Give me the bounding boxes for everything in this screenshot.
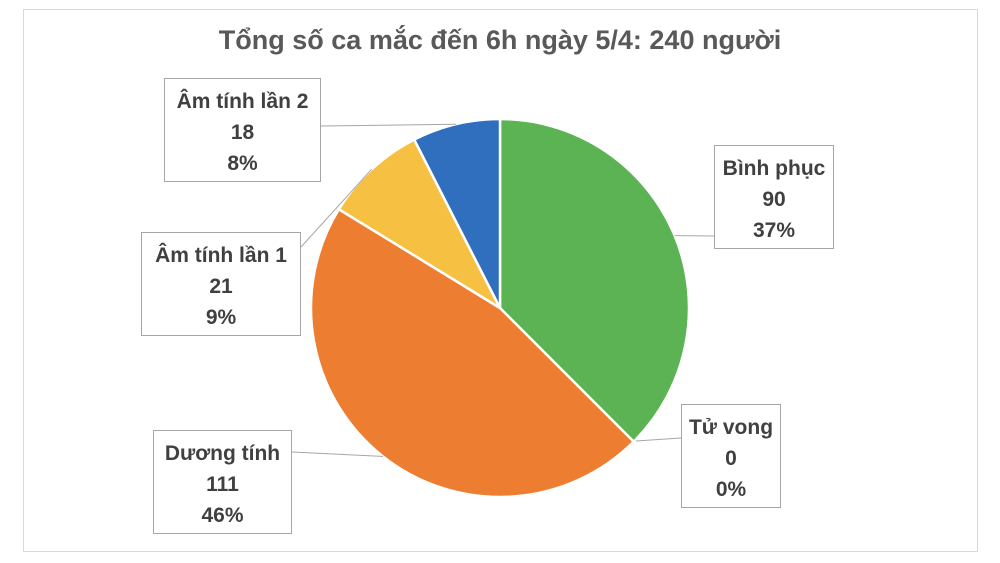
callout-label: Dương tính <box>164 442 281 465</box>
callout-am-tinh-lan-2: Âm tính lần 2 18 8% <box>164 78 321 182</box>
callout-label: Âm tính lần 2 <box>176 90 309 113</box>
callout-value: 21 <box>209 275 233 298</box>
callout-label: Tử vong <box>688 416 774 439</box>
chart-title: Tổng số ca mắc đến 6h ngày 5/4: 240 ngườ… <box>218 25 782 55</box>
leader-line-duong-tinh <box>291 451 384 457</box>
callout-tu-vong: Tử vong 0 0% <box>681 404 781 508</box>
leader-line-am-tinh-lan-1 <box>300 168 373 248</box>
pie-slice-am-tinh-lan-2 <box>412 117 502 310</box>
callout-percent: 8% <box>227 152 258 175</box>
callout-percent: 0% <box>715 478 747 501</box>
leader-line-tu-vong <box>635 437 682 442</box>
callout-value: 18 <box>230 121 255 144</box>
callout-label: Bình phục <box>722 157 826 180</box>
pie-slice-duong-tinh <box>309 207 635 499</box>
callout-label: Âm tính lần 1 <box>155 244 287 267</box>
callout-am-tinh-lan-1: Âm tính lần 1 21 9% <box>141 232 301 336</box>
pie-slices <box>309 117 691 499</box>
pie-slice-binh-phuc <box>498 117 691 443</box>
callout-binh-phuc: Bình phục 90 37% <box>714 145 834 249</box>
callout-duong-tinh: Dương tính 111 46% <box>153 430 292 534</box>
callout-value: 111 <box>206 473 239 496</box>
callout-percent: 37% <box>752 219 796 242</box>
leader-lines <box>291 123 715 457</box>
callout-percent: 46% <box>201 504 244 527</box>
leader-line-am-tinh-lan-2 <box>320 123 456 127</box>
callout-value: 0 <box>725 447 737 470</box>
callout-percent: 9% <box>205 306 237 329</box>
callout-value: 90 <box>762 188 786 211</box>
